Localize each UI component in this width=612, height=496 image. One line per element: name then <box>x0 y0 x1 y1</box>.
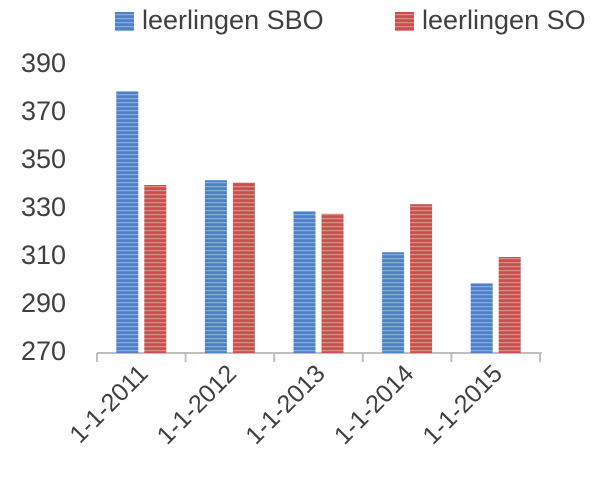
y-tick-label: 310 <box>21 240 66 270</box>
legend-swatch <box>395 12 414 31</box>
x-tick-label: 1-1-2014 <box>329 359 420 450</box>
bar <box>498 257 521 353</box>
bar <box>321 213 344 353</box>
bar <box>382 252 405 353</box>
legend-label: leerlingen SBO <box>142 5 324 35</box>
x-tick-label: 1-1-2011 <box>64 359 153 448</box>
bar <box>470 283 493 353</box>
legend-swatch <box>115 12 134 31</box>
x-tick-label: 1-1-2013 <box>240 359 331 450</box>
y-tick-label: 390 <box>21 48 66 78</box>
bar <box>204 180 227 353</box>
y-tick-label: 350 <box>21 144 66 174</box>
bar <box>293 211 316 353</box>
y-tick-label: 290 <box>21 288 66 318</box>
y-tick-label: 270 <box>21 336 66 366</box>
y-tick-label: 370 <box>21 96 66 126</box>
y-tick-label: 330 <box>21 192 66 222</box>
bar <box>232 182 255 353</box>
bar <box>116 91 139 354</box>
x-tick-label: 1-1-2012 <box>152 359 243 450</box>
legend-label: leerlingen SO <box>422 5 586 35</box>
bar <box>410 204 433 353</box>
x-tick-label: 1-1-2015 <box>417 359 508 450</box>
bar <box>144 185 167 353</box>
